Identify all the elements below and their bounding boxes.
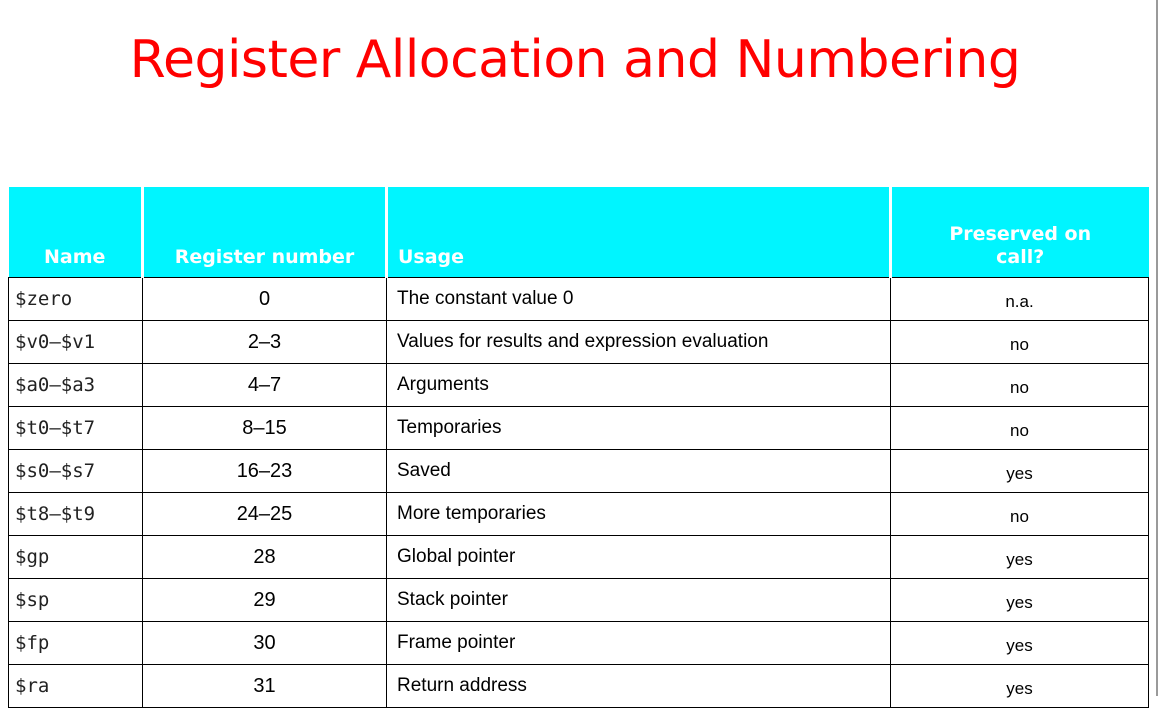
- header-name: Name: [8, 187, 143, 278]
- register-number: 28: [142, 535, 387, 579]
- register-number: 8–15: [142, 406, 387, 450]
- register-number: 29: [142, 578, 387, 622]
- register-name: $sp: [8, 578, 143, 622]
- register-name: $ra: [8, 664, 143, 708]
- register-table: Name Register number Usage Preserved on …: [8, 187, 1149, 708]
- table-header-row: Name Register number Usage Preserved on …: [8, 187, 1149, 278]
- table-row: $ra 31 Return address yes: [8, 664, 1149, 708]
- register-name: $a0–$a3: [8, 363, 143, 407]
- register-number: 0: [142, 277, 387, 321]
- register-name: $v0–$v1: [8, 320, 143, 364]
- register-usage: Frame pointer: [386, 621, 891, 665]
- table-row: $s0–$s7 16–23 Saved yes: [8, 449, 1149, 493]
- register-number: 30: [142, 621, 387, 665]
- table-row: $fp 30 Frame pointer yes: [8, 621, 1149, 665]
- header-preserved-line2: call?: [996, 246, 1045, 269]
- register-preserved: n.a.: [890, 277, 1149, 321]
- header-preserved-line1: Preserved on: [949, 223, 1092, 246]
- register-name: $t0–$t7: [8, 406, 143, 450]
- register-preserved: yes: [890, 621, 1149, 665]
- register-usage: Stack pointer: [386, 578, 891, 622]
- table-row: $gp 28 Global pointer yes: [8, 535, 1149, 579]
- register-preserved: yes: [890, 449, 1149, 493]
- register-preserved: yes: [890, 535, 1149, 579]
- header-register-number: Register number: [141, 187, 387, 278]
- register-usage: Temporaries: [386, 406, 891, 450]
- table-row: $t8–$t9 24–25 More temporaries no: [8, 492, 1149, 536]
- register-name: $s0–$s7: [8, 449, 143, 493]
- register-preserved: no: [890, 320, 1149, 364]
- table-row: $v0–$v1 2–3 Values for results and expre…: [8, 320, 1149, 364]
- header-usage: Usage: [385, 187, 891, 278]
- table-row: $sp 29 Stack pointer yes: [8, 578, 1149, 622]
- table-body: $zero 0 The constant value 0 n.a. $v0–$v…: [8, 277, 1149, 708]
- register-usage: Values for results and expression evalua…: [386, 320, 891, 364]
- slide-edge-rule: [1156, 0, 1158, 696]
- register-preserved: no: [890, 406, 1149, 450]
- register-name: $zero: [8, 277, 143, 321]
- register-number: 24–25: [142, 492, 387, 536]
- register-preserved: yes: [890, 664, 1149, 708]
- register-preserved: no: [890, 492, 1149, 536]
- register-usage: More temporaries: [386, 492, 891, 536]
- register-usage: Global pointer: [386, 535, 891, 579]
- table-row: $zero 0 The constant value 0 n.a.: [8, 277, 1149, 321]
- table-row: $t0–$t7 8–15 Temporaries no: [8, 406, 1149, 450]
- slide-title: Register Allocation and Numbering: [129, 30, 1021, 90]
- register-name: $gp: [8, 535, 143, 579]
- register-usage: Saved: [386, 449, 891, 493]
- register-number: 31: [142, 664, 387, 708]
- register-name: $fp: [8, 621, 143, 665]
- register-preserved: no: [890, 363, 1149, 407]
- register-usage: The constant value 0: [386, 277, 891, 321]
- header-preserved: Preserved on call?: [889, 187, 1149, 278]
- register-number: 4–7: [142, 363, 387, 407]
- register-usage: Return address: [386, 664, 891, 708]
- table-row: $a0–$a3 4–7 Arguments no: [8, 363, 1149, 407]
- register-preserved: yes: [890, 578, 1149, 622]
- register-usage: Arguments: [386, 363, 891, 407]
- register-number: 2–3: [142, 320, 387, 364]
- register-number: 16–23: [142, 449, 387, 493]
- register-name: $t8–$t9: [8, 492, 143, 536]
